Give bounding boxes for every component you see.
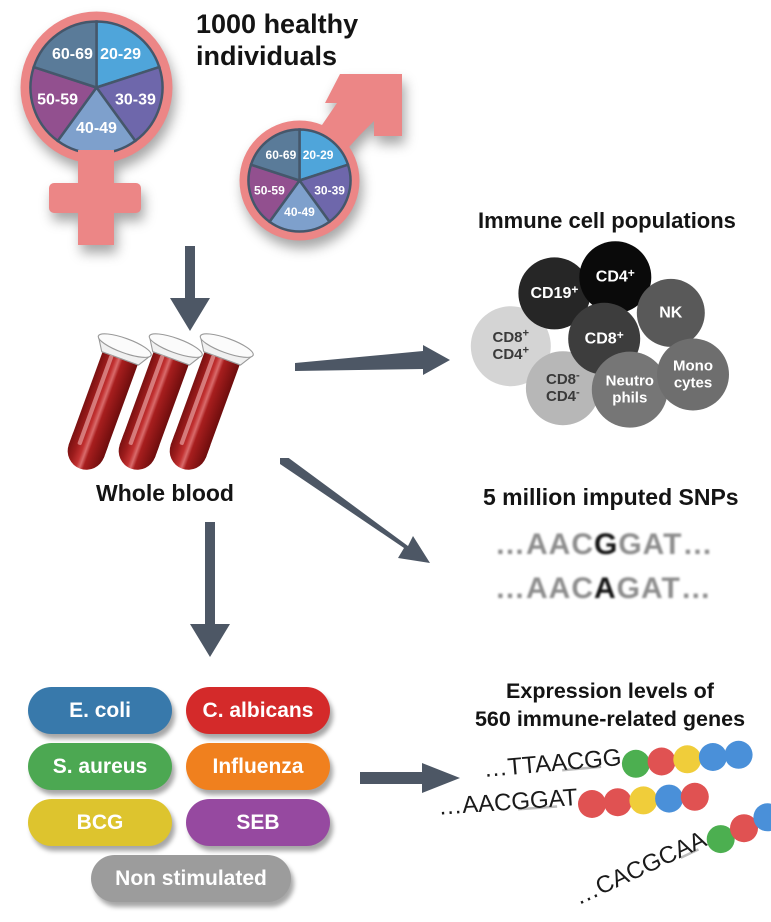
svg-text:…TTAACGG: …TTAACGG (482, 744, 622, 783)
svg-text:Mono: Mono (673, 358, 713, 375)
svg-text:50-59: 50-59 (254, 183, 285, 197)
svg-text:Neutro: Neutro (606, 373, 654, 390)
svg-text:CD19+: CD19+ (530, 282, 578, 302)
svg-text:30-39: 30-39 (314, 183, 345, 197)
svg-text:CD4-: CD4- (546, 387, 580, 405)
svg-text:30-39: 30-39 (115, 92, 156, 109)
svg-text:20-29: 20-29 (100, 46, 141, 63)
svg-text:cytes: cytes (674, 375, 712, 392)
svg-text:40-49: 40-49 (76, 120, 117, 137)
svg-text:…CACGCAA: …CACGCAA (570, 826, 711, 911)
svg-text:60-69: 60-69 (52, 46, 93, 63)
svg-text:…AACGGAT: …AACGGAT (437, 784, 578, 821)
svg-text:CD8-: CD8- (546, 370, 580, 388)
svg-text:phils: phils (612, 390, 647, 407)
svg-text:20-29: 20-29 (303, 148, 334, 162)
svg-text:NK: NK (659, 304, 683, 321)
svg-text:40-49: 40-49 (284, 205, 315, 219)
svg-text:60-69: 60-69 (266, 148, 297, 162)
svg-text:50-59: 50-59 (37, 92, 78, 109)
